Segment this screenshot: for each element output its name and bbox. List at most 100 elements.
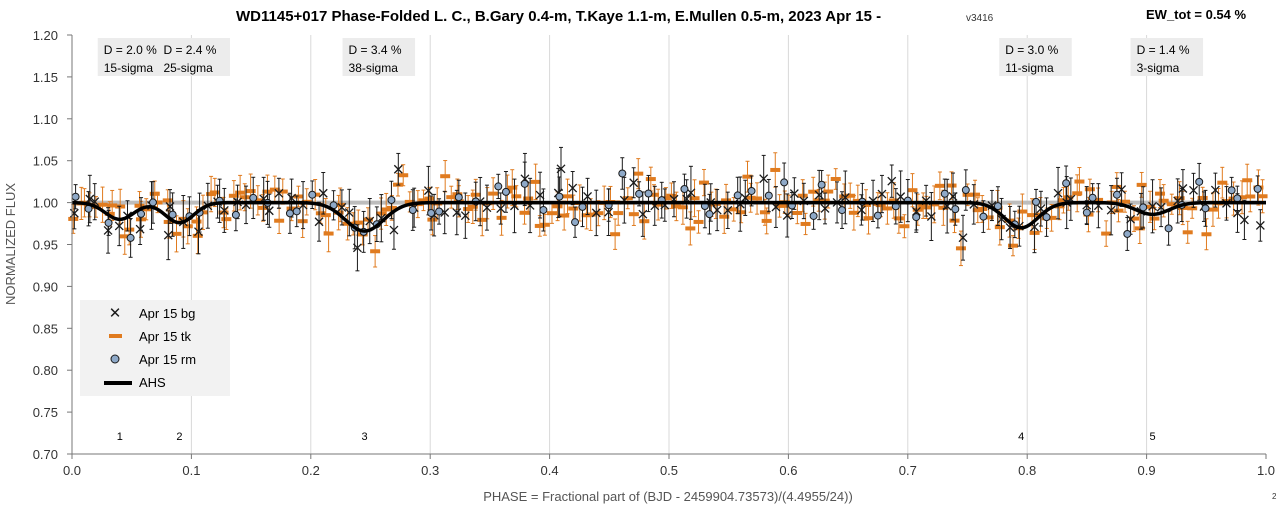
marker-circle [1088,193,1097,202]
data-point [740,179,750,216]
data-point [1032,188,1041,215]
marker-dash [800,221,811,226]
marker-dash [519,210,530,215]
marker-dash [568,206,579,211]
marker-circle [435,207,444,216]
dip-sigma-label: 38-sigma [349,61,399,75]
marker-dash [1187,206,1198,211]
marker-dash [534,223,545,228]
data-point [84,191,93,227]
marker-x [496,204,506,213]
x-tick-label: 0.8 [1018,463,1036,478]
marker-dash [1136,182,1147,187]
marker-x [1255,220,1265,230]
data-point [770,152,781,188]
marker-dash [235,190,246,195]
data-point [454,179,463,215]
marker-dash [353,220,364,225]
data-point [723,191,733,229]
dip-depth-label: D = 2.0 % [104,43,157,57]
marker-dash [875,203,886,208]
marker-x [782,211,792,220]
marker-circle [1123,229,1132,238]
legend-label-ahs: AHS [139,375,166,390]
marker-dash [446,195,457,200]
legend-label-bg: Apr 15 bg [139,306,195,321]
y-tick-label: 0.95 [33,238,58,253]
marker-dash [677,205,688,210]
marker-dash [1245,194,1256,199]
marker-dash [955,246,966,251]
data-point [1166,193,1177,215]
data-point [393,152,403,186]
data-point [71,184,80,210]
dip-number-label: 1 [117,431,123,443]
marker-circle [555,192,564,201]
marker-x [887,176,897,186]
marker-dash [191,219,202,224]
marker-dash [467,204,478,209]
marker-circle [1227,186,1236,195]
marker-dash [593,211,604,216]
grid-lines [190,35,1148,454]
data-point [698,168,709,197]
data-point [168,192,177,237]
marker-dash [1242,178,1253,183]
marker-x [389,225,399,235]
marker-circle [961,186,970,195]
dip-sigma-label: 25-sigma [163,61,213,75]
marker-x [85,194,95,204]
dip-number-label: 2 [176,431,182,443]
data-point [141,198,152,221]
marker-dash [752,196,763,201]
data-point [644,174,653,213]
axes: 0.0 0.1 0.2 0.3 0.4 0.5 0.6 0.7 0.8 0.9 1.0 1.20 1.1… [33,28,1275,478]
y-tick-label: 0.90 [33,279,58,294]
marker-dash [192,233,203,238]
data-point [638,191,648,237]
marker-x [135,224,145,234]
data-point [219,187,229,233]
marker-circle [993,202,1002,211]
marker-x [264,206,274,216]
marker-dash [1182,230,1193,235]
marker-circle [1042,213,1051,222]
dip-sigma-label: 11-sigma [1005,61,1054,75]
marker-dash [671,204,682,209]
marker-dash [863,216,874,221]
marker-dash [546,211,557,216]
data-point [764,178,773,213]
marker-circle [817,180,826,189]
marker-circle [285,209,294,218]
data-point [578,186,587,228]
y-tick-label: 0.80 [33,363,58,378]
data-point [780,162,789,203]
data-point [1257,179,1268,214]
data-point [494,173,503,200]
data-point [555,176,564,217]
marker-dash [427,217,438,222]
data-point [496,199,507,236]
data-point [329,190,338,221]
marker-dash [119,234,130,239]
marker-x [460,211,470,221]
marker-circle [618,169,627,178]
marker-dash [693,219,704,224]
marker-circle [764,191,773,200]
marker-dash [994,225,1005,230]
data-point [940,178,949,209]
marker-x [723,205,733,215]
dip-annotation-4: D = 3.0 % 11-sigma 4 [999,38,1072,443]
dip-label-box [999,38,1072,76]
data-point [820,192,830,225]
data-point [539,188,548,232]
marker-circle [733,191,742,200]
marker-dash [398,173,409,178]
marker-circle [231,210,240,219]
marker-circle [912,213,921,222]
marker-dash [660,196,671,201]
marker-dash [274,218,285,223]
marker-x [712,205,722,215]
data-point [274,207,285,234]
marker-dash [893,216,904,221]
